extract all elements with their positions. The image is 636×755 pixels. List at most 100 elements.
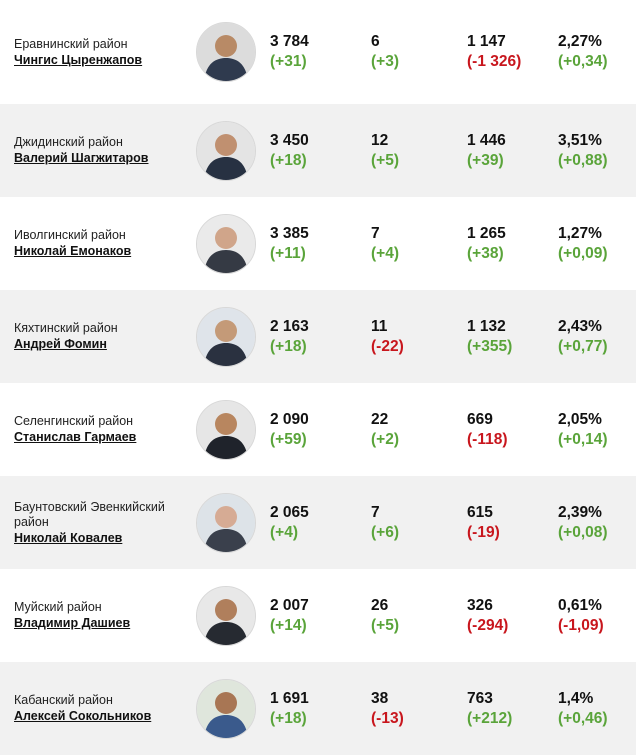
stat-change: (+3) [371,53,399,70]
stat-cell: 615 (-19) [467,476,500,569]
stat-change: (+0,08) [558,523,608,541]
stat-cell: 2,43% (+0,77) [558,290,608,383]
stat-value: 26 [371,596,389,614]
stat-value: 7 [371,224,380,242]
official-cell: Муйский район Владимир Дашиев [14,569,184,662]
stat-cell: 1 691 (+18) [270,662,309,755]
official-cell: Кабанский район Алексей Сокольников [14,662,184,755]
stat-change: (+5) [371,616,399,634]
stat-change: (+5) [371,151,399,169]
stat-value: 1,4% [558,689,594,707]
table-row: Джидинский район Валерий Шагжитаров 3 45… [0,104,636,197]
district-name: Кяхтинский район [14,321,118,335]
table-row: Иволгинский район Николай Емонаков 3 385… [0,197,636,290]
stat-cell: 1 265 (+38) [467,197,506,290]
stat-change: (+39) [467,151,504,169]
stat-cell: 1,27% (+0,09) [558,197,608,290]
district-name: Еравнинский район [14,36,128,51]
official-name-link[interactable]: Валерий Шагжитаров [14,151,149,165]
stat-change: (-118) [467,430,508,448]
stat-value: 2 007 [270,596,309,614]
stat-change: (+6) [371,523,399,541]
avatar [196,306,256,367]
stat-change: (-19) [467,523,500,541]
district-name: Джидинский район [14,135,123,149]
stat-value: 3,51% [558,131,602,149]
stat-cell: 1,4% (+0,46) [558,662,608,755]
avatar [196,585,256,646]
table-row: Еравнинский район Чингис Цыренжапов 3 78… [0,0,636,104]
stat-value: 3 385 [270,224,309,242]
stat-change: (+212) [467,709,513,727]
stat-cell: 22 (+2) [371,383,399,476]
stat-change: (+18) [270,151,307,169]
stat-value: 326 [467,596,493,614]
official-name-link[interactable]: Алексей Сокольников [14,709,152,723]
portrait-icon [197,121,255,180]
stat-value: 3 450 [270,131,309,149]
portrait-icon [197,23,255,81]
stat-change: (+14) [270,616,307,634]
district-name: Муйский район [14,600,102,614]
district-name: Кабанский район [14,693,113,707]
avatar [196,213,256,274]
stat-change: (-1,09) [558,616,604,634]
official-name-link[interactable]: Николай Ковалев [14,530,123,545]
stat-cell: 669 (-118) [467,383,508,476]
stat-cell: 3 784 (+31) [270,0,309,104]
official-name-link[interactable]: Андрей Фомин [14,337,107,351]
table-row: Баунтовский Эвенкийский район Николай Ко… [0,476,636,569]
stat-value: 2,39% [558,503,602,521]
stat-change: (+31) [270,53,307,70]
stat-cell: 1 147 (-1 326) [467,0,521,104]
stat-cell: 3,51% (+0,88) [558,104,608,197]
stat-change: (+0,88) [558,151,608,169]
stat-cell: 11 (-22) [371,290,404,383]
stat-cell: 3 385 (+11) [270,197,309,290]
stat-cell: 2 065 (+4) [270,476,309,569]
stat-value: 12 [371,131,389,149]
stat-value: 2 090 [270,410,309,428]
stat-value: 1 147 [467,33,506,50]
stat-change: (+0,77) [558,337,608,355]
stat-change: (-13) [371,709,404,727]
stat-change: (+38) [467,244,504,262]
stat-change: (+59) [270,430,307,448]
table-row: Селенгинский район Станислав Гармаев 2 0… [0,383,636,476]
stat-value: 669 [467,410,493,428]
official-name-link[interactable]: Станислав Гармаев [14,430,137,444]
stat-change: (-294) [467,616,509,634]
stat-change: (+18) [270,709,307,727]
stat-value: 2,43% [558,317,602,335]
stat-value: 2 163 [270,317,309,335]
stat-change: (+355) [467,337,513,355]
stat-cell: 2,27% (+0,34) [558,0,608,104]
stat-cell: 326 (-294) [467,569,508,662]
official-name-link[interactable]: Чингис Цыренжапов [14,52,143,67]
stat-value: 2 065 [270,503,309,521]
stat-cell: 2 007 (+14) [270,569,309,662]
stat-cell: 2 090 (+59) [270,383,309,476]
avatar [196,678,256,739]
official-name-link[interactable]: Николай Емонаков [14,244,132,258]
portrait-icon [197,679,255,738]
stat-value: 38 [371,689,389,707]
avatar [196,22,256,82]
official-name-link[interactable]: Владимир Дашиев [14,616,131,630]
district-name: Иволгинский район [14,228,126,242]
stat-value: 11 [371,317,388,335]
stat-change: (+0,09) [558,244,608,262]
stat-change: (+18) [270,337,307,355]
portrait-icon [197,214,255,273]
stat-value: 3 784 [270,33,309,50]
stat-value: 1 132 [467,317,506,335]
stat-value: 1 691 [270,689,309,707]
stat-cell: 2,39% (+0,08) [558,476,608,569]
stat-cell: 12 (+5) [371,104,399,197]
table-row: Кяхтинский район Андрей Фомин 2 163 (+18)… [0,290,636,383]
stat-value: 6 [371,33,380,50]
stat-change: (+0,14) [558,430,608,448]
stat-cell: 0,61% (-1,09) [558,569,604,662]
stat-value: 615 [467,503,493,521]
